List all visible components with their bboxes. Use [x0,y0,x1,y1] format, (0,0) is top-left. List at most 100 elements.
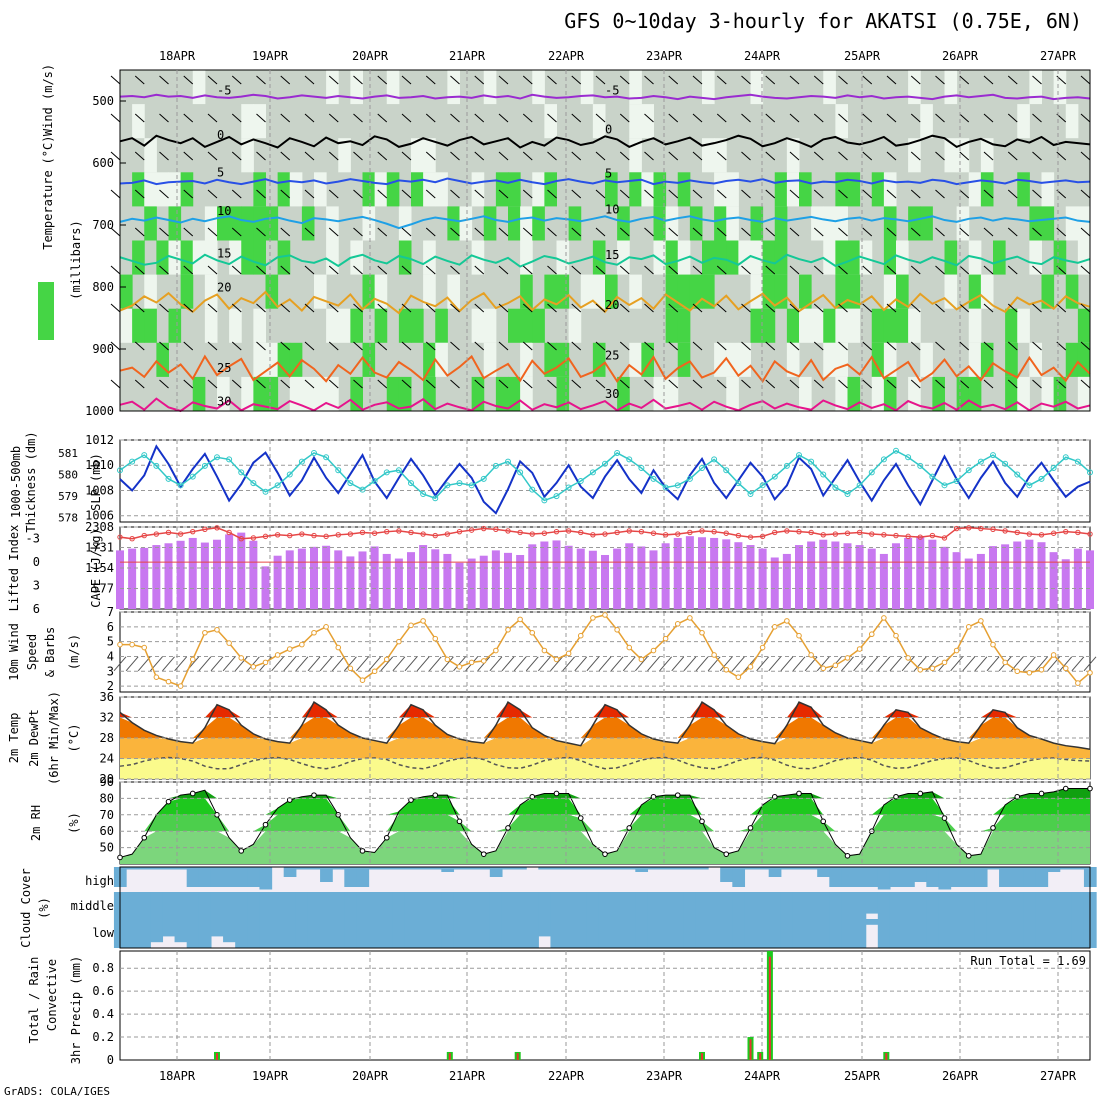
thickness-axis-label: 1000-500mb [9,446,23,518]
wind-barb [1080,151,1091,161]
wind-barb [668,379,679,389]
rh-cell-moist [423,376,436,411]
cape-bar [928,539,937,609]
cloud-low-bar [332,919,345,948]
isotherm-minus5 [119,93,1091,101]
cape-bar [807,541,816,609]
cloud-low-bar [271,919,285,948]
wind-barb [619,227,630,237]
li-point [444,531,451,537]
surface-wind-barb [222,656,236,672]
rh-axis-swatch [38,282,54,340]
bottom-date-label-4: 22APR [548,1069,585,1083]
cloud-low-bar [865,919,879,925]
rh-cell-light [1029,342,1042,377]
rh-cell-moist [568,206,582,241]
wind-barb [571,227,582,237]
wind-barb [304,151,315,161]
wind-barb [644,227,654,237]
rh-cell-light [253,342,266,377]
li-point [650,530,657,536]
rh-cell-light [423,172,436,207]
isotherm-5 [119,177,1091,186]
wind-barb [789,341,800,351]
wind-barb [353,303,363,313]
cloud-middle-bar [623,892,636,919]
cape-bar [685,536,694,609]
rh-cell-moist [750,308,764,343]
wind-speed-point [1062,665,1069,672]
cloud-middle-bar [1047,892,1061,919]
rh-cell-light [192,70,206,105]
isotherm-label-20-0: 20 [217,280,231,294]
rh-cell-moist [277,172,291,207]
cloud-low-bar [538,919,552,937]
cloud-middle-bar [683,892,697,919]
wind-barb [716,189,727,199]
wind-barb [207,303,218,313]
rh-cell-moist [265,376,279,411]
slp-tick-1010: 1010 [85,458,114,472]
isotherm-15 [119,253,1091,268]
minmax-axis-label: (6hr Min/Max) [47,691,61,785]
cape-bar [637,546,646,609]
surface-wind-barb [634,656,648,672]
rh-cell-light [120,308,133,343]
wind-barb [425,227,436,237]
cloud-middle-bar [162,892,176,919]
wind-barb [789,151,800,161]
surface-wind-barb [174,656,188,672]
wind-barb [450,227,460,237]
cloud-high-bar [210,867,224,887]
wind-barb [862,379,873,389]
thickness-point [274,482,281,489]
cloud-middle-bar [877,892,891,919]
li-point [893,532,899,539]
cloud-high-bar [198,867,212,887]
cape-bar [964,558,973,609]
wind-barb [183,113,194,123]
wind-speed-point [129,641,135,648]
li-point [953,525,960,532]
rh-cell-light [326,70,339,105]
wind-barb [134,113,145,123]
wind-barb [838,113,848,123]
wind-barb [256,379,266,389]
wind-barb [813,189,824,199]
wind-barb [547,75,557,85]
thickness-point [808,458,815,465]
cloud-middle-bar [1035,892,1049,919]
cape-bar [1001,544,1010,609]
wind-barb [765,303,776,313]
cloud-high-bar [453,867,467,870]
thickness-point [771,473,778,480]
wind-barb [1007,75,1018,85]
wind-barb [619,265,630,275]
wind-barb [862,75,873,85]
rh-cell-moist [277,342,291,377]
rh-cell-light [811,206,824,241]
rh2m-point [165,798,172,805]
cloud-middle-bar [962,892,976,919]
wind-speed-point [505,626,511,633]
wind-speed-point [796,632,802,639]
isotherm-label-10-1: 10 [605,202,619,216]
wind-barb [377,379,388,389]
rh-cell-light [726,376,739,411]
thickness-point [589,469,596,476]
wind-barb [231,379,242,389]
cloud-high-bar [853,867,867,887]
surface-wind-barb [428,656,442,672]
rh-cell-light [944,70,958,105]
cape-bar [213,539,221,609]
cloud-high-bar [1023,867,1037,887]
top-date-label-8: 26APR [942,49,979,63]
wind-barb [935,75,945,85]
wind-barb [474,75,485,85]
surface-wind-barb [295,656,309,672]
cloud-high-bar [768,867,782,877]
wind-barb [450,303,460,313]
wind-barb [571,113,582,123]
cloud-middle-bar [974,892,988,919]
precip-convective-bar [749,1039,752,1060]
